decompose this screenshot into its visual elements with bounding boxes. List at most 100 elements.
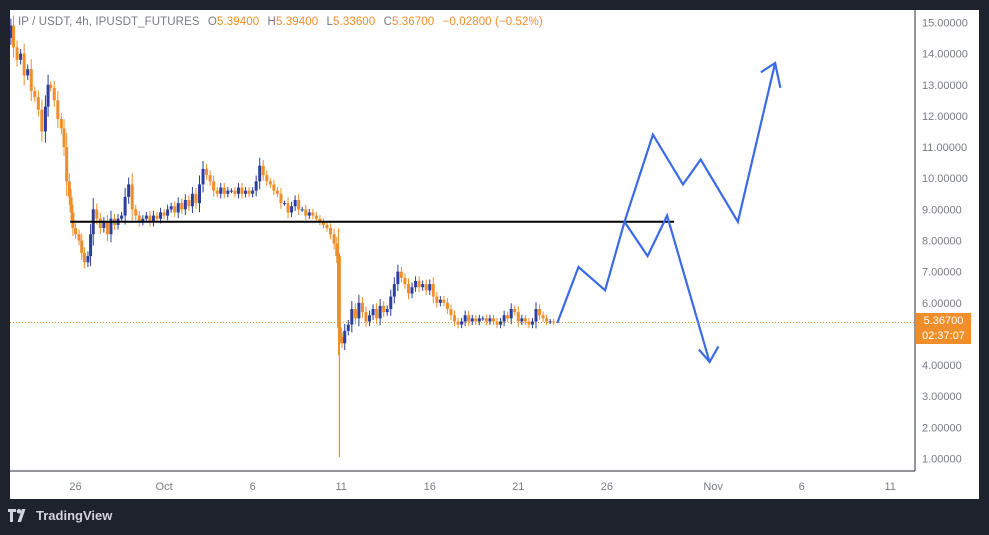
candle-body (86, 256, 90, 263)
candle-body (240, 187, 244, 194)
candle-body (283, 203, 287, 205)
candle-body (552, 321, 556, 323)
candle-body (159, 212, 163, 219)
candle-body (484, 318, 488, 322)
price-tick-label: 15.00000 (922, 17, 968, 29)
candle-body (431, 284, 435, 297)
candle-body (509, 309, 513, 319)
candle-body (201, 168, 205, 185)
candle-body (442, 299, 446, 303)
low-label: L (326, 16, 334, 28)
candle-body (187, 200, 191, 207)
candle-body (332, 234, 336, 244)
candle-body (52, 87, 56, 101)
time-tick-label: 26 (69, 481, 81, 493)
time-tick-label: Nov (703, 481, 723, 493)
candle-body (350, 309, 354, 325)
candle-body (69, 196, 73, 213)
candle-body (406, 284, 410, 294)
candle-body (460, 321, 464, 325)
candle-body (523, 318, 527, 322)
candle-body (307, 212, 311, 216)
candle-body (180, 203, 184, 210)
candle-body (151, 215, 155, 222)
candle-body (33, 90, 37, 98)
candle-body (389, 296, 393, 310)
candle-body (477, 318, 481, 322)
candle-body (233, 190, 237, 194)
candle-body (530, 321, 534, 325)
candle-body (470, 318, 474, 322)
candle-body (10, 25, 13, 39)
candle-body (95, 209, 99, 219)
candle-body (290, 206, 294, 213)
candle-body (56, 100, 60, 120)
candle-body (314, 215, 318, 219)
tradingview-branding[interactable]: TradingView (8, 508, 112, 523)
candle-body (396, 271, 400, 285)
open-label: O (207, 16, 217, 28)
candle-body (410, 287, 414, 294)
candle-body (254, 181, 258, 191)
candle-body (109, 218, 113, 235)
candle-body (463, 315, 467, 322)
candle-body (120, 215, 124, 219)
candle-body (286, 203, 290, 213)
candle-body (382, 305, 386, 313)
candle-body (62, 128, 66, 148)
candle-body (247, 190, 251, 194)
candle-body (77, 234, 81, 241)
candle-body (403, 277, 407, 285)
candle-body (534, 309, 538, 322)
candle-body (15, 47, 19, 60)
candle-body (226, 190, 230, 194)
price-tick-label: 13.00000 (922, 80, 968, 92)
candle-body (279, 193, 283, 204)
candle-body (176, 203, 180, 213)
candle-body (541, 315, 545, 319)
candle-body (141, 218, 145, 222)
candle-body (36, 97, 40, 110)
candle-body (495, 321, 499, 325)
candle-body (49, 84, 53, 88)
candle-body (169, 206, 173, 210)
candle-body (12, 25, 16, 48)
candle-body (449, 309, 453, 316)
candle-body (364, 312, 368, 322)
time-tick-label: 6 (250, 481, 256, 493)
candle-body (435, 296, 439, 303)
candle-body (335, 243, 339, 257)
candle-body (545, 318, 549, 322)
price-tick-label: 14.00000 (922, 49, 968, 61)
chart-panel[interactable]: 15.00000 14.00000 13.00000 12.00000 11.00000… (10, 10, 979, 499)
candle-body (520, 318, 524, 322)
candle-body (548, 321, 552, 323)
candle-body (343, 330, 347, 344)
candle-body (474, 318, 478, 322)
candle-body (318, 218, 322, 222)
candle-body (399, 271, 403, 278)
projection-arrowhead (760, 61, 782, 89)
candle-body (19, 53, 23, 60)
candle-body (506, 315, 510, 319)
candle-body (130, 184, 134, 210)
candle-body (414, 280, 418, 288)
candle-body (346, 324, 350, 331)
candle-body (71, 212, 75, 229)
candle-body (43, 106, 47, 132)
price-tick-label: 11.00000 (922, 142, 967, 154)
candle-body (438, 299, 442, 303)
symbol-name[interactable]: IP / USDT, 4h, IPUSDT_FUTURES (18, 16, 200, 28)
symbol-legend[interactable]: IP / USDT, 4h, IPUSDT_FUTURES O5.39400 H… (18, 16, 543, 28)
time-tick-label: 26 (601, 481, 613, 493)
candle-body (499, 321, 503, 325)
candle-body (198, 184, 202, 204)
price-tick-label: 12.00000 (922, 111, 968, 123)
candle-body (244, 190, 248, 194)
projection-main-path (556, 62, 777, 324)
candle-body (488, 318, 492, 322)
candle-body (208, 175, 212, 182)
candle-body (272, 184, 276, 191)
price-chart[interactable]: 15.00000 14.00000 13.00000 12.00000 11.00000… (10, 10, 979, 499)
tradingview-logo-icon (8, 509, 26, 522)
